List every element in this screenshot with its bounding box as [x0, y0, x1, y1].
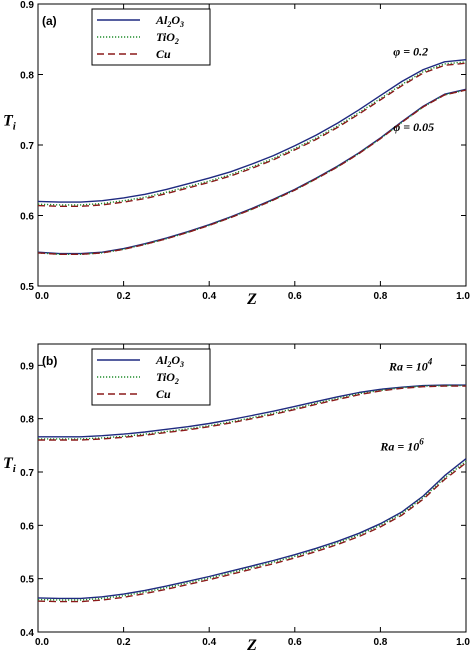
x-axis-label: Z	[246, 291, 257, 308]
series-line-tio2-ra-10-6	[37, 460, 467, 601]
series-line-al2o3--0-2	[37, 59, 467, 203]
y-tick-label: 0.4	[20, 628, 34, 639]
series-line-tio2-ra-10-4	[38, 384, 466, 440]
x-tick-label: 1.0	[456, 637, 470, 648]
panel-label: (a)	[42, 14, 57, 28]
y-tick-label: 0.6	[20, 212, 34, 223]
legend-label: TiO2	[156, 370, 179, 386]
y-tick-label: 0.5	[20, 575, 34, 586]
x-tick-label: 0.4	[202, 291, 216, 302]
series-line-al2o3-ra-10-6	[37, 458, 467, 600]
y-tick-label: 0.6	[20, 521, 34, 532]
series-line-cu-ra-10-4	[38, 385, 466, 441]
y-tick-label: 0.9	[20, 361, 34, 372]
plot-frame	[37, 343, 467, 633]
legend-label: Al2O3	[155, 13, 184, 29]
x-tick-label: 0.4	[202, 637, 216, 648]
x-tick-label: 0.8	[373, 291, 387, 302]
curve-annotation: φ = 0.05	[393, 120, 434, 134]
x-tick-label: 0.6	[288, 291, 302, 302]
y-tick-label: 0.9	[20, 0, 34, 11]
legend-label: Cu	[156, 47, 171, 61]
legend-label: TiO2	[156, 30, 179, 46]
chart-panel-b: 0.0 0.2 0.4 0.6 0.8 1.0 0.4 0.5 0.6 0.7 0.8 0.9 Z Ti (…	[3, 343, 470, 654]
chart-panel-a: 0.0 0.2 0.4 0.6 0.8 1.0 0.5 0.6 0.7 0.8 0.9 Z Ti (a) φ…	[3, 0, 470, 308]
curve-annotation: Ra = 106	[379, 437, 424, 454]
curve-annotation: Ra = 104	[388, 357, 433, 374]
y-axis-label: Ti	[3, 112, 17, 132]
series-line-tio2--0-05	[37, 89, 467, 256]
x-tick-label: 1.0	[456, 291, 470, 302]
y-tick-label: 0.8	[20, 415, 34, 426]
series-line-cu--0-2	[37, 62, 467, 208]
x-tick-label: 0.6	[288, 637, 302, 648]
series-line-tio2--0-2	[37, 61, 467, 206]
legend-label: Cu	[156, 387, 171, 401]
x-tick-label: 0.2	[117, 291, 131, 302]
legend-box	[91, 8, 211, 66]
x-tick-label: 0.0	[35, 291, 49, 302]
series-line-cu--0-05	[37, 89, 467, 256]
series-line-al2o3-ra-10-4	[38, 384, 466, 438]
y-axis-label: Ti	[3, 455, 17, 475]
series-line-cu-ra-10-6	[37, 462, 467, 603]
y-tick-label: 0.7	[20, 141, 34, 152]
x-tick-label: 0.0	[35, 637, 49, 648]
legend-label: Al2O3	[155, 353, 184, 369]
x-tick-label: 0.2	[117, 637, 131, 648]
panel-label: (b)	[42, 354, 57, 368]
series-line-al2o3--0-05	[37, 88, 467, 255]
y-tick-label: 0.5	[20, 282, 34, 293]
x-axis-label: Z	[246, 637, 257, 654]
legend-box	[91, 348, 211, 406]
y-tick-label: 0.7	[20, 468, 34, 479]
x-tick-label: 0.8	[373, 637, 387, 648]
y-tick-label: 0.8	[20, 71, 34, 82]
curve-annotation: φ = 0.2	[393, 44, 428, 58]
